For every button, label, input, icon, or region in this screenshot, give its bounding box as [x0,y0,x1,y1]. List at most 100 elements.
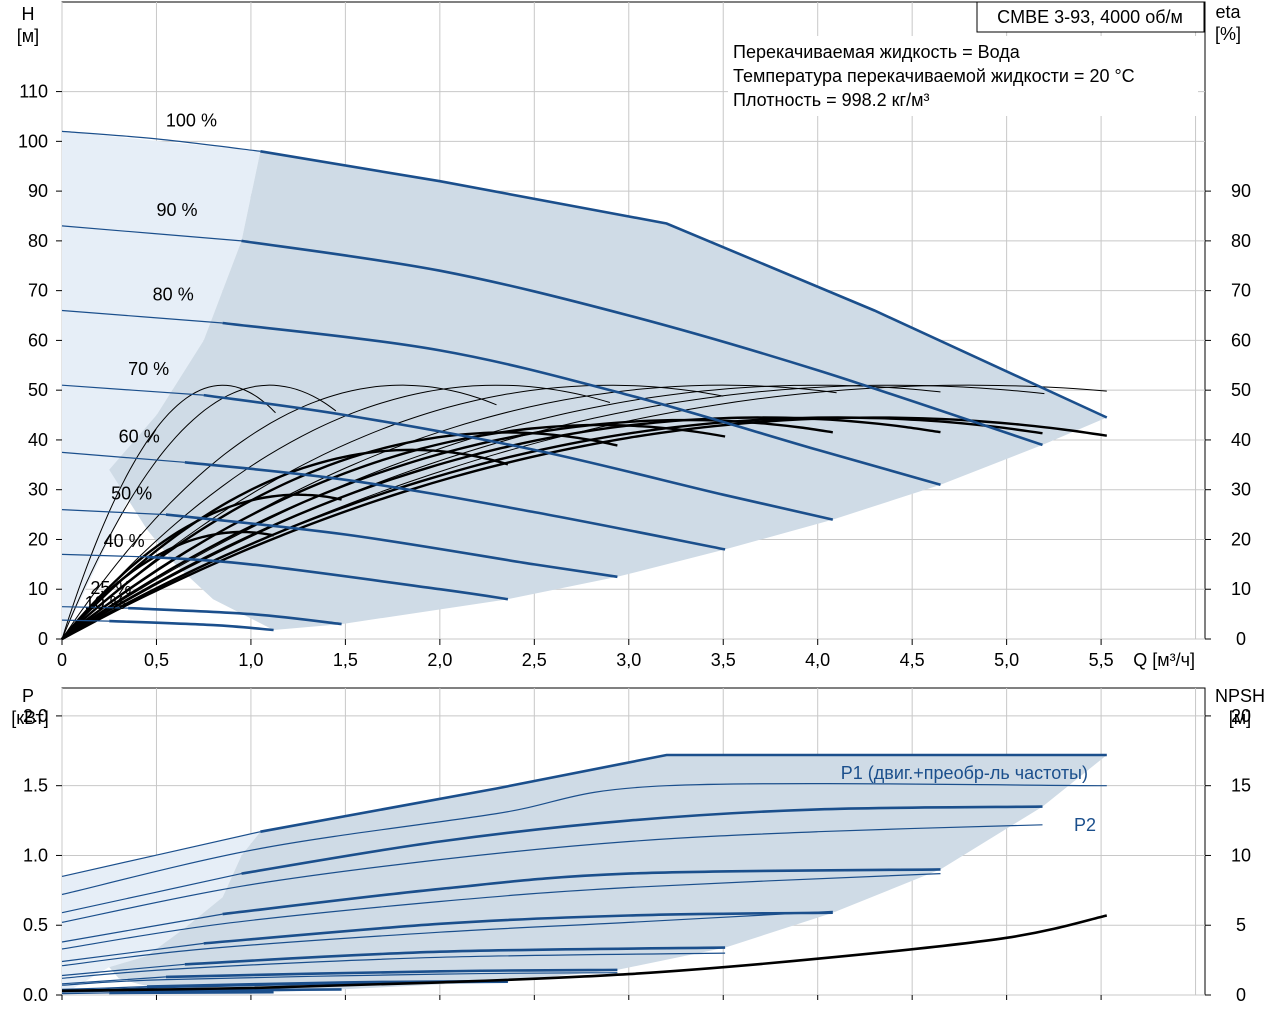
p1-curve-thin [61,831,261,877]
speed-label: 25 % [90,578,131,598]
head-right-y-tick-label: 40 [1231,430,1251,450]
head-y-tick-label: 10 [28,579,48,599]
head-y-tick-label: 40 [28,430,48,450]
speed-label: 90 % [156,200,197,220]
p1-curve [222,868,941,916]
head-axis-label: H [22,4,35,24]
title-box [976,1,1205,33]
efficiency-curve [61,423,726,640]
speed-label: 40 % [104,531,145,551]
npsh-axis-label: NPSH [1215,686,1265,706]
p1-curve [241,805,1043,875]
head-y-tick-label: 80 [28,231,48,251]
head-x-tick-label: 4,0 [805,650,830,670]
p2-curve [61,952,726,979]
speed-label: 50 % [111,484,152,504]
power-right-y-tick-label: 5 [1236,915,1246,935]
fluid-info-line-3: Плотность = 998.2 кг/м³ [733,90,929,110]
eta-axis-unit: [%] [1215,24,1241,44]
head-right-y-tick-label: 20 [1231,529,1251,549]
power-y-tick-label: 1.5 [23,776,48,796]
fluid-info-bg [728,36,1198,116]
efficiency-curve-thin [61,384,276,640]
power-y-tick-label: 0.5 [23,915,48,935]
p1-curve [203,911,833,945]
p1-curve-thin [61,963,185,977]
power-low-speed-region [62,831,261,995]
head-right-y-tick-label: 90 [1231,181,1251,201]
head-x-tick-label: 1,5 [333,650,358,670]
power-chart: 0.0 0.5 1.0 1.5 2.0 0 5 10 15 20 [23,687,1251,1005]
head-curve [184,461,726,551]
speed-label: 100 % [166,110,217,130]
head-y-tick-label: 30 [28,480,48,500]
p1-curve-thin [61,913,223,943]
fluid-info-line-2: Температура перекачиваемой жидкости = 20… [733,66,1135,86]
speed-label: 70 % [128,359,169,379]
head-curve [241,239,1043,447]
npsh-axis-unit: [м] [1229,708,1251,728]
head-x-tick-label: 2,5 [522,650,547,670]
speed-label: 10 % [85,593,126,613]
head-x-tick-label: 5,0 [994,650,1019,670]
power-right-y-tick-label: 20 [1231,706,1251,726]
head-curve [203,393,834,521]
head-curve-thin [61,619,110,622]
p2-curve [61,972,618,986]
power-y-tick-label: 0.0 [23,985,48,1005]
p2-legend-label: P2 [1074,815,1096,835]
p2-curve [61,910,833,967]
head-curve-thin [61,553,148,558]
p1-legend-label: P1 (двиг.+преобр-ль частоты) [841,763,1088,783]
power-right-y-tick-label: 10 [1231,845,1251,865]
npsh-curve [61,914,1108,993]
p1-curve [109,990,274,995]
p1-curve [260,753,1107,833]
head-curve-thin [61,130,261,152]
speed-label: 60 % [119,426,160,446]
efficiency-curve-thin [61,384,611,640]
power-axis-label: P [22,686,34,706]
head-y-tick-label: 0 [38,629,48,649]
fluid-info-line-1: Перекачиваемая жидкость = Вода [733,42,1021,62]
head-curve [128,606,342,626]
p2-curve [61,824,1043,923]
head-right-y-tick-label: 50 [1231,380,1251,400]
head-curve-thin [61,509,166,516]
power-right-y-tick-label: 15 [1231,776,1251,796]
p1-curve [165,968,618,979]
head-curve [109,619,274,632]
head-y-tick-label: 20 [28,529,48,549]
power-right-y-tick-label: 0 [1236,985,1246,1005]
head-x-tick-label: 4,5 [900,650,925,670]
head-y-tick-label: 70 [28,281,48,301]
efficiency-curve [61,416,1107,641]
p2-curve [61,783,1107,896]
efficiency-curve [61,431,618,640]
p1-curve-thin [61,976,166,985]
p1-curve-thin [61,873,242,914]
head-x-tick-label: 5,5 [1089,650,1114,670]
head-curve-thin [61,225,242,242]
flow-axis-label: Q [м³/ч] [1133,650,1195,670]
head-y-tick-label: 100 [18,131,48,151]
head-curve [260,150,1108,419]
head-x-tick-label: 1,0 [238,650,263,670]
head-right-y-tick-label: 30 [1231,480,1251,500]
power-axis-unit: [кВт] [11,708,49,728]
head-curve [146,555,509,601]
efficiency-curve-thin [61,384,497,640]
head-curve-thin [61,451,185,463]
head-right-y-tick-label: 10 [1231,579,1251,599]
efficiency-curve [61,448,509,640]
head-curve [222,321,941,486]
p2-curve [61,873,941,950]
p1-curve-thin [61,992,110,995]
efficiency-curve-thin [61,384,941,640]
efficiency-curve-thin [61,384,337,640]
power-y-tick-label: 2.0 [23,706,48,726]
head-curve [165,513,618,579]
head-y-tick-label: 50 [28,380,48,400]
power-y-tick-label: 1.0 [23,845,48,865]
